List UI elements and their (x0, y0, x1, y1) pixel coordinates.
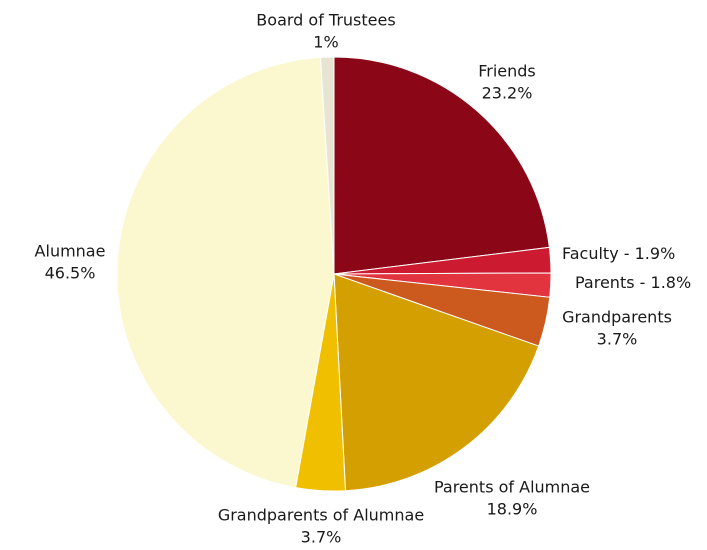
label-separator: - (619, 244, 635, 263)
label-separator: - (635, 273, 651, 292)
category-label: Parents of Alumnae (434, 478, 590, 497)
category-label: Alumnae (35, 242, 106, 261)
value-label: 1.9% (635, 244, 676, 263)
value-label: 3.7% (597, 330, 638, 349)
pie-slice (319, 56, 335, 275)
value-label: 46.5% (45, 264, 96, 283)
category-label: Faculty (562, 244, 619, 263)
slice-label: Faculty - 1.9% (562, 244, 675, 263)
value-label: 3.7% (301, 528, 342, 547)
category-label: Board of Trustees (256, 11, 395, 30)
slice-label: Parents - 1.8% (575, 273, 691, 292)
category-label: Friends (478, 62, 536, 81)
category-label: Parents (575, 273, 635, 292)
category-label: Grandparents of Alumnae (218, 506, 424, 525)
value-label: 18.9% (487, 500, 538, 519)
category-label: Grandparents (562, 308, 672, 327)
value-label: 23.2% (482, 84, 533, 103)
pie-slice (333, 273, 540, 492)
value-label: 1% (313, 33, 338, 52)
pie-slice (333, 56, 550, 275)
value-label: 1.8% (651, 273, 692, 292)
pie-slice (116, 56, 335, 489)
